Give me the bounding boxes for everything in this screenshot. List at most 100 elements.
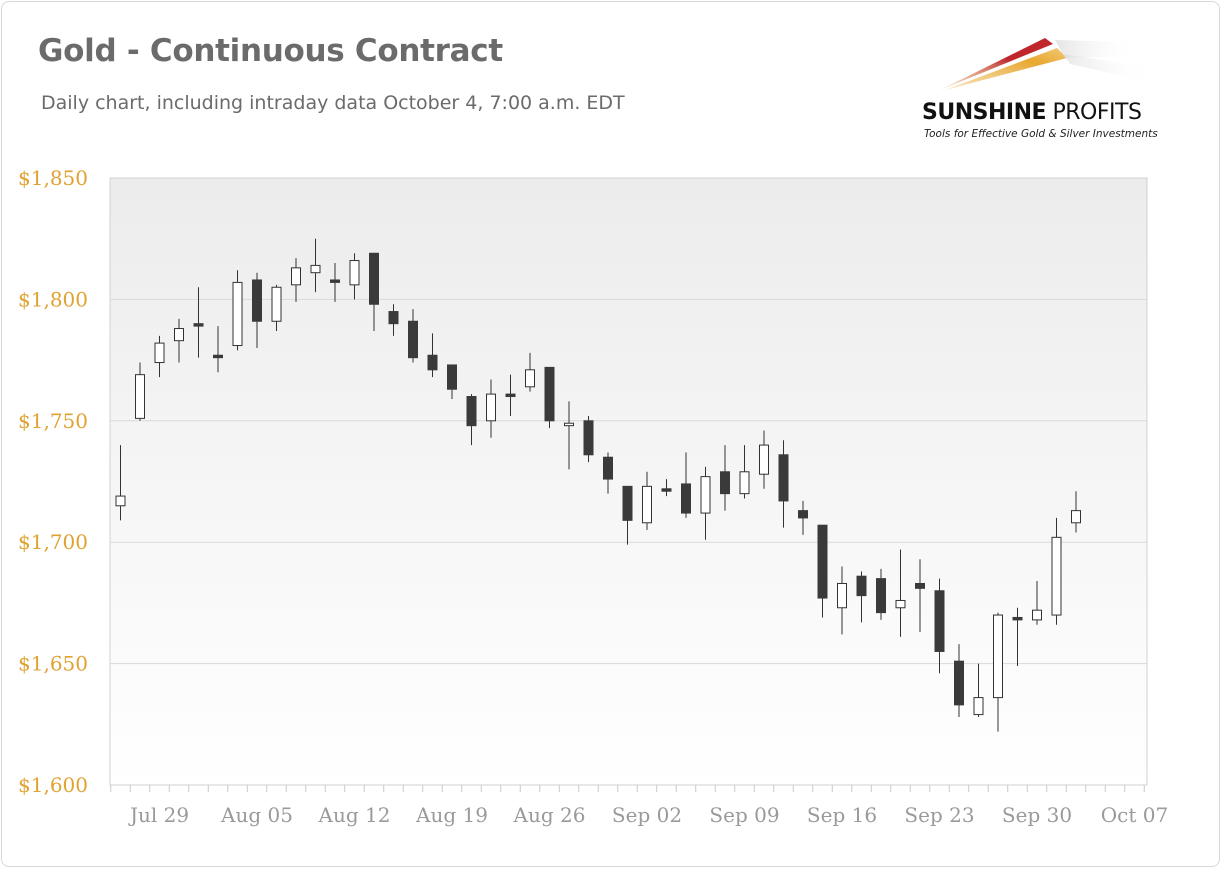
y-tick-label: $1,600: [18, 773, 88, 797]
candle: [876, 568, 886, 620]
candle: [1071, 491, 1081, 533]
candle-body-down: [856, 575, 867, 597]
x-tick-label: Aug 12: [318, 803, 391, 827]
candle: [583, 415, 594, 463]
candle: [895, 549, 906, 637]
x-tick-label: Jul 29: [128, 803, 189, 827]
candle: [486, 379, 496, 438]
x-tick-label: Sep 02: [612, 803, 682, 827]
candle-body-down: [876, 578, 886, 614]
candle-body-down: [213, 354, 223, 359]
candle: [700, 466, 711, 540]
candle-body-up: [700, 476, 711, 514]
candle: [1051, 517, 1062, 625]
candle-body-up: [1051, 536, 1062, 616]
candle-body-up: [174, 328, 184, 342]
candle-body-up: [135, 374, 145, 419]
candle: [915, 559, 925, 633]
candle: [505, 374, 516, 416]
candle: [564, 401, 574, 470]
candle: [369, 252, 379, 331]
candle: [213, 326, 223, 373]
candle-body-down: [778, 454, 789, 502]
candle-body-down: [388, 311, 399, 325]
candle-body-up: [349, 260, 360, 286]
candle-body-down: [720, 471, 730, 495]
candle-body-up: [115, 495, 126, 507]
candle-body-up: [993, 614, 1003, 699]
logo-name-bold: SUNSHINE: [922, 100, 1047, 125]
plot-area: [109, 177, 1148, 786]
candle-body-up: [1032, 609, 1042, 621]
candle: [427, 333, 438, 378]
x-tick-label: Sep 09: [709, 803, 779, 827]
candle-body-down: [369, 252, 379, 305]
sunshine-profits-logo: SUNSHINE PROFITS Tools for Effective Gol…: [905, 28, 1205, 163]
candle: [720, 445, 730, 511]
candle-body-down: [583, 420, 594, 456]
x-tick-label: Sep 23: [904, 803, 974, 827]
candle: [154, 335, 165, 378]
chart-title: Gold - Continuous Contract: [38, 33, 503, 69]
y-tick-label: $1,700: [18, 530, 88, 554]
candle: [1032, 581, 1042, 625]
candle: [271, 284, 282, 331]
candle: [798, 500, 808, 535]
candle-body-down: [954, 660, 964, 706]
candle: [739, 445, 750, 499]
logo-swoosh-icon: [940, 38, 1153, 90]
candle-body-down: [447, 364, 457, 390]
candle-body-up: [291, 267, 301, 286]
candle: [232, 270, 243, 351]
candle-body-down: [330, 279, 340, 283]
candle: [837, 566, 847, 635]
candle-body-up: [973, 697, 984, 716]
candle: [525, 352, 535, 392]
candle-body-up: [310, 264, 321, 274]
candle: [291, 258, 301, 302]
candle-body-down: [193, 323, 204, 327]
x-tick-label: Oct 07: [1101, 803, 1168, 827]
candle: [135, 362, 145, 421]
candle-body-up: [759, 444, 769, 475]
candle: [330, 262, 340, 302]
candle-body-up: [271, 286, 282, 322]
candle: [993, 612, 1003, 732]
candle: [934, 578, 945, 674]
candle: [193, 287, 204, 358]
candles: [115, 238, 1081, 732]
candle: [310, 238, 321, 293]
candle: [349, 253, 360, 300]
y-axis: $1,850 $1,800 $1,750 $1,700 $1,650 $1,600: [18, 166, 88, 797]
candle: [174, 318, 184, 363]
candle-body-up: [525, 369, 535, 388]
candle-body-up: [564, 422, 574, 427]
x-tick-label: Aug 19: [415, 803, 488, 827]
candle-body-down: [661, 488, 672, 492]
logo-wordmark: SUNSHINE PROFITS: [922, 100, 1142, 125]
candle-body-down: [1012, 616, 1023, 621]
candle: [115, 445, 126, 521]
candle-body-down: [544, 366, 555, 422]
candle-body-up: [642, 485, 652, 524]
x-tick-label: Sep 16: [807, 803, 877, 827]
candle-body-down: [466, 396, 477, 427]
candle: [759, 430, 769, 489]
candle: [954, 644, 964, 718]
candle: [447, 364, 457, 399]
gridlines: [110, 298, 1147, 665]
candle-body-down: [817, 524, 828, 599]
candle-body-up: [837, 582, 847, 609]
candle-body-down: [408, 320, 418, 359]
candle: [778, 440, 789, 528]
y-tick-label: $1,800: [18, 287, 88, 311]
candle: [973, 663, 984, 718]
x-tick-label: Sep 30: [1002, 803, 1072, 827]
candle: [544, 366, 555, 429]
candle-body-down: [681, 483, 691, 514]
y-tick-label: $1,750: [18, 409, 88, 433]
candle: [622, 485, 633, 545]
candle-body-up: [154, 342, 165, 364]
x-tick-label: Aug 05: [220, 803, 293, 827]
x-tick-label: Aug 26: [513, 803, 586, 827]
